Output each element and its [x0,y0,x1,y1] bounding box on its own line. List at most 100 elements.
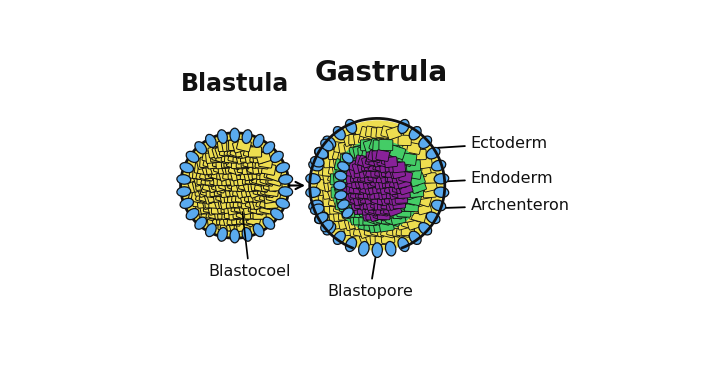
Ellipse shape [315,147,328,159]
Ellipse shape [312,120,443,251]
FancyBboxPatch shape [196,204,209,214]
FancyBboxPatch shape [368,186,383,199]
FancyBboxPatch shape [230,196,243,207]
FancyBboxPatch shape [382,167,394,177]
FancyBboxPatch shape [235,191,250,203]
Ellipse shape [206,224,216,237]
FancyBboxPatch shape [329,211,343,222]
FancyBboxPatch shape [363,164,379,177]
FancyBboxPatch shape [397,188,411,200]
FancyBboxPatch shape [329,195,343,207]
FancyBboxPatch shape [382,207,397,218]
Ellipse shape [315,212,328,224]
FancyBboxPatch shape [358,167,373,178]
FancyBboxPatch shape [396,203,411,215]
FancyBboxPatch shape [334,186,349,198]
FancyBboxPatch shape [247,162,263,175]
FancyBboxPatch shape [373,147,387,159]
FancyBboxPatch shape [327,179,341,191]
FancyBboxPatch shape [389,187,403,200]
FancyBboxPatch shape [370,206,384,217]
FancyBboxPatch shape [390,180,405,191]
FancyBboxPatch shape [231,214,245,224]
FancyBboxPatch shape [205,175,218,186]
FancyBboxPatch shape [366,167,380,179]
FancyBboxPatch shape [250,209,264,219]
Ellipse shape [434,174,449,184]
FancyBboxPatch shape [233,186,247,197]
FancyBboxPatch shape [263,179,278,192]
FancyBboxPatch shape [380,217,395,230]
Text: Blastopore: Blastopore [327,249,413,299]
FancyBboxPatch shape [228,192,241,203]
FancyBboxPatch shape [412,157,426,168]
FancyBboxPatch shape [400,193,416,206]
FancyBboxPatch shape [348,210,363,222]
FancyBboxPatch shape [344,225,358,236]
FancyBboxPatch shape [391,187,406,199]
FancyBboxPatch shape [221,202,234,213]
FancyBboxPatch shape [371,128,385,139]
FancyBboxPatch shape [202,180,217,192]
FancyBboxPatch shape [381,173,395,184]
FancyBboxPatch shape [200,184,216,197]
FancyBboxPatch shape [396,200,411,211]
FancyBboxPatch shape [193,196,206,207]
FancyBboxPatch shape [365,203,379,214]
FancyBboxPatch shape [218,163,232,174]
FancyBboxPatch shape [349,178,364,192]
FancyBboxPatch shape [336,192,351,205]
FancyBboxPatch shape [378,167,392,178]
FancyBboxPatch shape [372,166,387,178]
FancyBboxPatch shape [216,190,230,203]
FancyBboxPatch shape [235,145,249,157]
FancyBboxPatch shape [378,206,393,218]
FancyBboxPatch shape [416,163,431,176]
FancyBboxPatch shape [338,187,353,200]
FancyBboxPatch shape [397,173,411,184]
FancyBboxPatch shape [397,210,411,222]
FancyBboxPatch shape [387,211,401,223]
FancyBboxPatch shape [361,161,375,172]
FancyBboxPatch shape [346,194,358,204]
FancyBboxPatch shape [221,161,236,174]
FancyBboxPatch shape [370,179,385,192]
Ellipse shape [306,187,320,197]
FancyBboxPatch shape [375,149,390,161]
FancyBboxPatch shape [386,203,399,214]
FancyBboxPatch shape [358,173,373,185]
Ellipse shape [276,162,289,173]
FancyBboxPatch shape [392,172,405,183]
FancyBboxPatch shape [423,173,436,183]
FancyBboxPatch shape [224,157,237,167]
FancyBboxPatch shape [255,157,269,169]
FancyBboxPatch shape [201,174,216,187]
FancyBboxPatch shape [212,156,227,168]
FancyBboxPatch shape [238,201,253,214]
FancyBboxPatch shape [354,148,369,162]
FancyBboxPatch shape [359,199,373,210]
FancyBboxPatch shape [392,187,407,199]
FancyBboxPatch shape [363,191,380,205]
FancyBboxPatch shape [241,186,255,197]
FancyBboxPatch shape [364,164,380,179]
FancyBboxPatch shape [225,185,239,197]
FancyBboxPatch shape [256,197,271,209]
FancyBboxPatch shape [256,174,271,186]
FancyBboxPatch shape [369,211,383,223]
FancyBboxPatch shape [202,150,216,163]
FancyBboxPatch shape [344,172,358,184]
FancyBboxPatch shape [396,151,409,161]
FancyBboxPatch shape [354,217,368,230]
FancyBboxPatch shape [390,211,406,225]
FancyBboxPatch shape [250,179,264,191]
FancyBboxPatch shape [391,173,406,185]
FancyBboxPatch shape [378,192,393,206]
FancyBboxPatch shape [211,168,226,181]
FancyBboxPatch shape [214,207,228,219]
FancyBboxPatch shape [238,162,251,173]
FancyBboxPatch shape [386,188,399,198]
FancyBboxPatch shape [366,126,380,138]
FancyBboxPatch shape [402,186,416,198]
FancyBboxPatch shape [396,186,411,198]
